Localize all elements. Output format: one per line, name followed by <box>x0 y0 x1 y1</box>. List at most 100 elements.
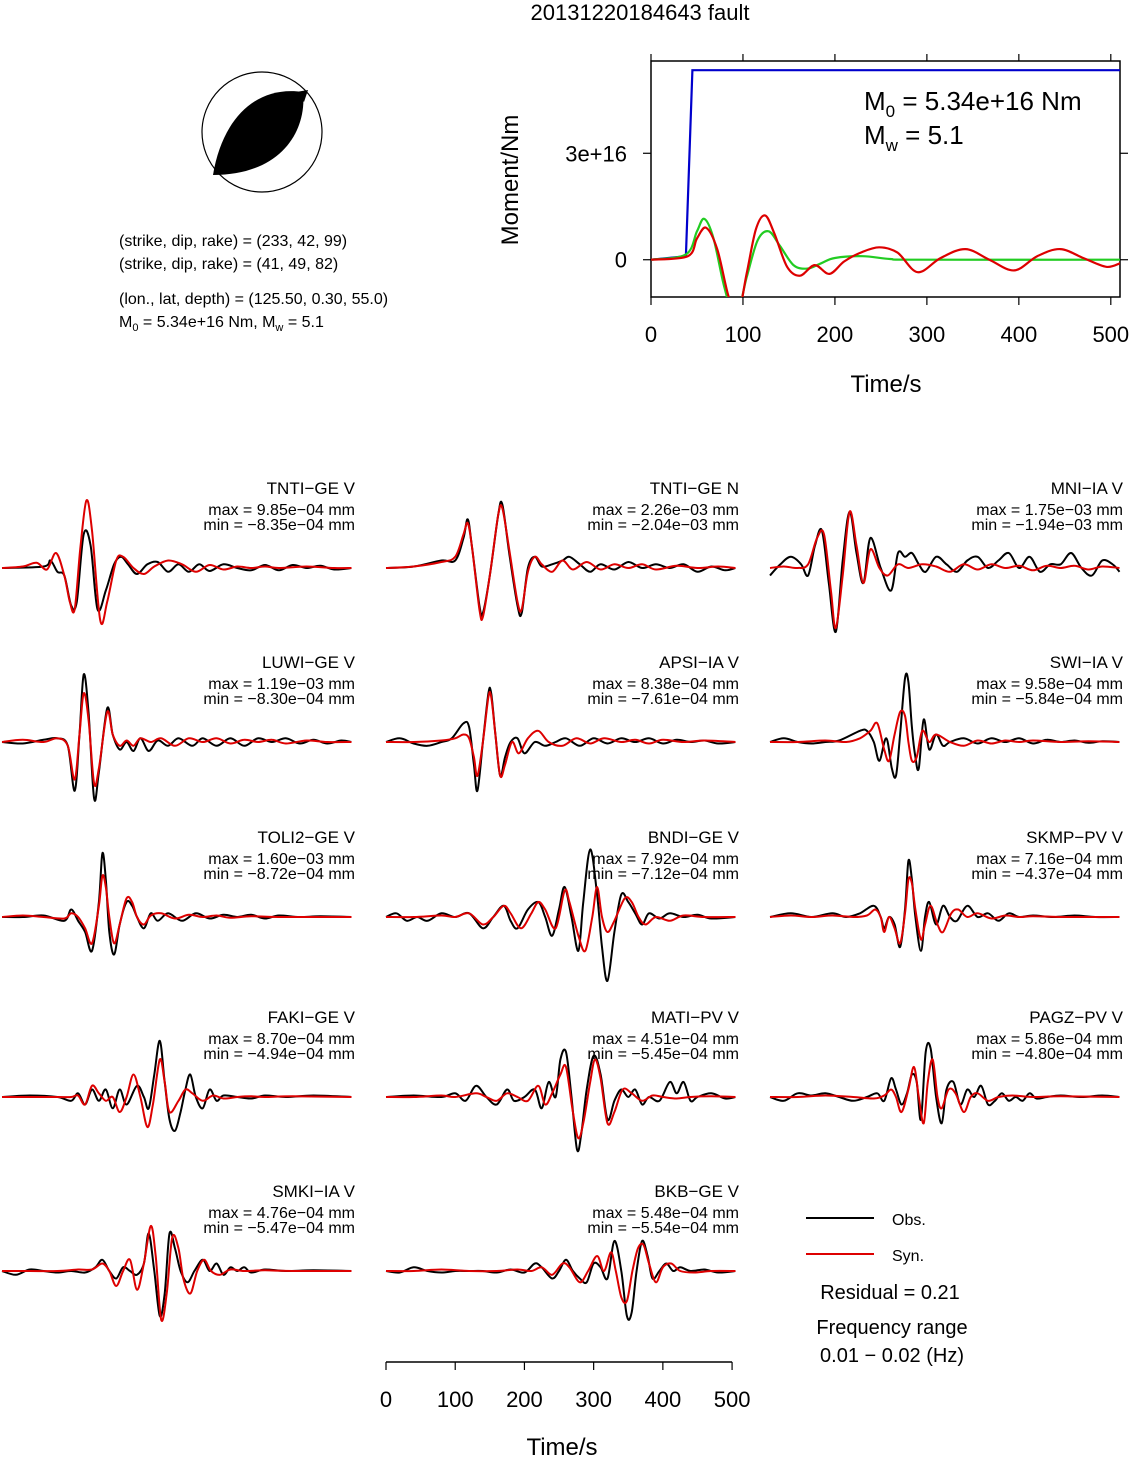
synthetic-trace <box>385 503 736 621</box>
waveform-x-tick-label: 300 <box>575 1387 612 1412</box>
observed-trace <box>769 672 1120 779</box>
station-max: max = 7.92e−04 mm <box>592 851 739 868</box>
observed-trace <box>1 529 352 612</box>
station-name: SMKI−IA V <box>272 1182 355 1201</box>
station-min: min = −7.12e−04 mm <box>587 866 739 883</box>
waveform-x-tick-label: 0 <box>380 1387 392 1412</box>
station-max: max = 1.75e−03 mm <box>976 502 1123 519</box>
moment-y-tick-label: 3e+16 <box>565 141 627 166</box>
moment-x-tick-label: 0 <box>645 322 657 347</box>
station-max: max = 4.76e−04 mm <box>208 1205 355 1222</box>
station-name: BKB−GE V <box>654 1182 739 1201</box>
station-max: max = 1.60e−03 mm <box>208 851 355 868</box>
synthetic-trace <box>769 510 1120 630</box>
synthetic-trace <box>385 1242 736 1305</box>
synthetic-trace <box>769 876 1120 945</box>
station-name: TNTI−GE N <box>650 479 739 498</box>
station-name: SKMP−PV V <box>1026 828 1124 847</box>
station-min: min = −4.80e−04 mm <box>971 1046 1123 1063</box>
station-min: min = −5.45e−04 mm <box>587 1046 739 1063</box>
synthetic-trace <box>1 692 352 788</box>
station-name: SWI−IA V <box>1050 653 1124 672</box>
station-min: min = −4.94e−04 mm <box>203 1046 355 1063</box>
waveform-x-tick-label: 200 <box>506 1387 543 1412</box>
station-name: FAKI−GE V <box>268 1008 356 1027</box>
frequency-range-label: Frequency range <box>816 1317 967 1339</box>
station-name: TOLI2−GE V <box>258 828 356 847</box>
observed-trace <box>769 510 1121 633</box>
station-name: MNI−IA V <box>1051 479 1124 498</box>
station-name: TNTI−GE V <box>267 479 356 498</box>
moment-series-green <box>651 217 1120 297</box>
moment-annotation-mw: Mw = 5.1 <box>864 120 964 155</box>
moment-x-tick-label: 200 <box>817 322 854 347</box>
station-name: APSI−IA V <box>659 653 740 672</box>
mechanism-info: (strike, dip, rake) = (233, 42, 99) (str… <box>119 233 388 334</box>
station-max: max = 9.58e−04 mm <box>976 676 1123 693</box>
moment-x-tick-label: 100 <box>725 322 762 347</box>
synthetic-trace <box>1 1224 352 1323</box>
residual-text: Residual = 0.21 <box>820 1282 960 1304</box>
magnitude-line: M0 = 5.34e+16 Nm, Mw = 5.1 <box>119 314 324 334</box>
station-min: min = −8.35e−04 mm <box>203 517 355 534</box>
synthetic-trace <box>385 690 736 778</box>
moment-y-tick-label: 0 <box>615 248 627 273</box>
nodal-plane-2: (strike, dip, rake) = (41, 49, 82) <box>119 256 338 273</box>
hypocenter-location: (lon., lat, depth) = (125.50, 0.30, 55.0… <box>119 291 388 308</box>
waveform-x-tick-label: 400 <box>645 1387 682 1412</box>
station-min: min = −5.84e−04 mm <box>971 691 1123 708</box>
legend-obs-label: Obs. <box>892 1212 926 1229</box>
station-name: PAGZ−PV V <box>1029 1008 1123 1027</box>
nodal-plane-1: (strike, dip, rake) = (233, 42, 99) <box>119 233 347 250</box>
station-name: LUWI−GE V <box>262 653 356 672</box>
focal-mechanism-beachball <box>201 71 323 193</box>
legend-syn-label: Syn. <box>892 1248 924 1265</box>
moment-y-axis-label: Moment/Nm <box>497 115 524 246</box>
synthetic-trace <box>385 885 736 953</box>
station-min: min = −7.61e−04 mm <box>587 691 739 708</box>
moment-x-axis-label: Time/s <box>850 371 921 398</box>
moment-x-tick-label: 300 <box>909 322 946 347</box>
waveform-x-tick-label: 100 <box>437 1387 474 1412</box>
synthetic-trace <box>1 874 352 945</box>
waveform-time-axis: 0 100 200 300 400 500 <box>380 1361 751 1412</box>
station-max: max = 7.16e−04 mm <box>976 851 1123 868</box>
station-max: max = 8.38e−04 mm <box>592 676 739 693</box>
station-max: max = 8.70e−04 mm <box>208 1031 355 1048</box>
frequency-range-value: 0.01 − 0.02 (Hz) <box>820 1345 964 1367</box>
waveform-x-tick-label: 500 <box>714 1387 751 1412</box>
station-max: max = 9.85e−04 mm <box>208 502 355 519</box>
moment-plot-frame <box>650 60 1121 298</box>
synthetic-trace <box>1 499 352 626</box>
station-min: min = −1.94e−03 mm <box>971 517 1123 534</box>
station-min: min = −8.30e−04 mm <box>203 691 355 708</box>
station-name: MATI−PV V <box>651 1008 740 1027</box>
observed-trace <box>385 1048 736 1153</box>
station-max: max = 5.86e−04 mm <box>976 1031 1123 1048</box>
synthetic-trace <box>769 709 1120 764</box>
station-max: max = 2.26e−03 mm <box>592 502 739 519</box>
figure-title: 20131220184643 fault <box>531 0 750 25</box>
synthetic-trace <box>385 1058 736 1140</box>
waveform-x-axis-label: Time/s <box>526 1434 597 1457</box>
observed-trace <box>385 686 736 793</box>
legend: Obs. Syn. Residual = 0.21 Frequency rang… <box>806 1212 968 1367</box>
observed-trace <box>385 1239 736 1321</box>
station-min: min = −4.37e−04 mm <box>971 866 1123 883</box>
moment-x-tick-label: 500 <box>1092 322 1129 347</box>
station-max: max = 5.48e−04 mm <box>592 1205 739 1222</box>
